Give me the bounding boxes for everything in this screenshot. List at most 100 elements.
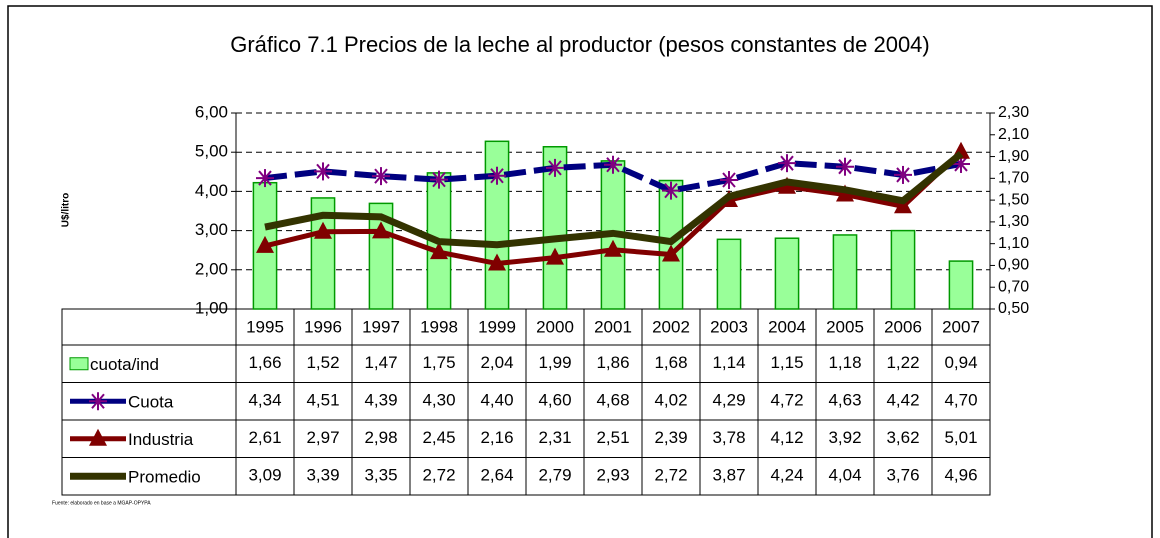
table-value: 1,47 (364, 353, 397, 372)
x-tick-label: 1999 (478, 317, 516, 336)
table-value: 4,96 (944, 466, 977, 485)
table-value: 1,86 (596, 353, 629, 372)
y2-tick-label: 0,70 (998, 278, 1029, 295)
marker (372, 167, 390, 186)
table-value: 2,93 (596, 466, 629, 485)
y2-tick-label: 0,90 (998, 257, 1029, 274)
table-value: 1,99 (538, 353, 571, 372)
y-axis-label: U$/litro (61, 193, 72, 227)
chart-title: Gráfico 7.1 Precios de la leche al produ… (230, 32, 930, 57)
bar (774, 237, 800, 310)
table-value: 3,62 (886, 428, 919, 447)
table-value: 2,72 (422, 466, 455, 485)
bar (542, 146, 568, 310)
marker (430, 170, 448, 189)
y2-tick-label: 1,90 (998, 148, 1029, 165)
table-value: 1,66 (248, 353, 281, 372)
legend-label: Promedio (128, 468, 201, 487)
table-value: 2,45 (422, 428, 455, 447)
x-tick-label: 2000 (536, 317, 574, 336)
marker (89, 392, 107, 411)
x-tick-label: 1996 (304, 317, 342, 336)
table-value: 4,39 (364, 391, 397, 410)
frame (7, 5, 1153, 538)
table-value: 4,12 (770, 428, 803, 447)
x-tick-label: 1997 (362, 317, 400, 336)
x-tick-label: 1998 (420, 317, 458, 336)
x-tick-label: 2007 (942, 317, 980, 336)
table-value: 4,63 (828, 391, 861, 410)
table-value: 1,18 (828, 353, 861, 372)
source-note: Fuente: elaborado en base a MGAP-OPYPA (52, 500, 151, 506)
marker (836, 157, 854, 176)
y-tick-label: 5,00 (195, 142, 228, 161)
table-value: 4,42 (886, 391, 919, 410)
y-tick-label: 2,00 (195, 259, 228, 278)
table-value: 1,68 (654, 353, 687, 372)
table-value: 2,31 (538, 428, 571, 447)
table-value: 3,39 (306, 466, 339, 485)
marker (662, 244, 680, 262)
table-value: 4,68 (596, 391, 629, 410)
bar (948, 260, 974, 310)
table-value: 2,04 (480, 353, 513, 372)
table-value: 1,14 (712, 353, 745, 372)
marker (894, 196, 912, 214)
table-value: 3,35 (364, 466, 397, 485)
marker (604, 239, 622, 257)
table-value: 2,61 (248, 428, 281, 447)
line (264, 151, 964, 249)
table-value: 4,60 (538, 391, 571, 410)
bar (890, 229, 916, 310)
table-value: 3,78 (712, 428, 745, 447)
y-tick-label: 3,00 (195, 220, 228, 239)
table-value: 4,04 (828, 466, 861, 485)
table-value: 4,72 (770, 391, 803, 410)
table-value: 2,79 (538, 466, 571, 485)
bar (484, 140, 510, 310)
table-value: 4,30 (422, 391, 455, 410)
table-value: 3,09 (248, 466, 281, 485)
marker (546, 158, 564, 177)
marker (488, 166, 506, 185)
marker (314, 162, 332, 181)
x-tick-label: 2004 (768, 317, 806, 336)
y2-tick-label: 1,30 (998, 213, 1029, 230)
marker (720, 171, 738, 190)
table-value: 1,15 (770, 353, 803, 372)
table-value: 4,02 (654, 391, 687, 410)
bar (716, 238, 742, 310)
y2-tick-label: 2,30 (998, 104, 1029, 121)
x-tick-label: 1995 (246, 317, 284, 336)
y2-tick-label: 2,10 (998, 126, 1029, 143)
x-tick-label: 2005 (826, 317, 864, 336)
y-tick-label: 4,00 (195, 181, 228, 200)
x-tick-label: 2002 (652, 317, 690, 336)
y2-tick-label: 0,50 (998, 300, 1029, 317)
x-tick-label: 2001 (594, 317, 632, 336)
table-value: 4,34 (248, 391, 281, 410)
table-value: 5,01 (944, 428, 977, 447)
marker (894, 165, 912, 184)
x-tick-label: 2006 (884, 317, 922, 336)
legend-label: Industria (128, 430, 194, 449)
legend-label: cuota/ind (90, 355, 159, 374)
legend-swatch (69, 357, 89, 371)
bar (310, 197, 336, 310)
x-tick-label: 2003 (710, 317, 748, 336)
marker (604, 155, 622, 174)
y2-tick-label: 1,50 (998, 191, 1029, 208)
table-value: 4,70 (944, 391, 977, 410)
table-value: 1,22 (886, 353, 919, 372)
y-tick-label: 6,00 (195, 102, 228, 121)
table-value: 1,52 (306, 353, 339, 372)
table-value: 2,97 (306, 428, 339, 447)
table-value: 3,87 (712, 466, 745, 485)
marker (778, 154, 796, 173)
table-value: 4,51 (306, 391, 339, 410)
table-value: 0,94 (944, 353, 977, 372)
table-value: 2,16 (480, 428, 513, 447)
marker (662, 181, 680, 200)
table-value: 2,64 (480, 466, 513, 485)
